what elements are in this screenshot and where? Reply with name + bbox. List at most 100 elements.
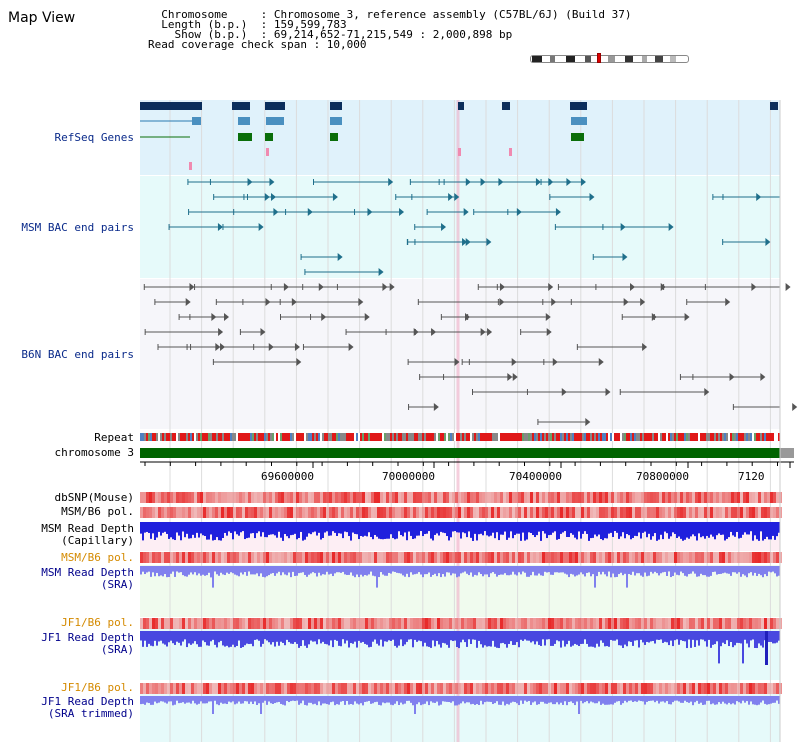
msm-depth-sra-bar — [274, 566, 276, 576]
msm-depth-sra-bar — [524, 566, 526, 573]
jf1-depth-sra-bar — [218, 631, 220, 643]
dbsnp-segment — [248, 492, 251, 503]
msm-depth-sra-bar — [674, 566, 676, 573]
jf1-b6-pol-segment — [728, 618, 731, 629]
dbsnp-segment — [686, 492, 689, 503]
msm-b6-pol-segment — [629, 507, 632, 518]
jf1-depth-sra-bar — [332, 631, 334, 648]
dbsnp-segment — [236, 492, 239, 503]
jf1-depth-sra-bar — [736, 631, 738, 643]
track-label-b6n-bac[interactable]: B6N BAC end pairs — [21, 348, 134, 361]
jf1-depth-sra-bar — [714, 631, 716, 645]
dbsnp-segment — [386, 492, 389, 503]
msm-b6-pol-segment — [596, 507, 599, 518]
dbsnp-segment — [416, 492, 419, 503]
jf1-depth-trim-bar — [392, 696, 394, 706]
msm-b6-pol-segment — [185, 552, 188, 563]
msm-b6-pol-segment — [302, 507, 305, 518]
jf1-depth-sra-bar — [284, 631, 286, 646]
track-label-msm-bac[interactable]: MSM BAC end pairs — [21, 221, 134, 234]
msm-b6-pol-segment — [446, 552, 449, 563]
msm-b6-pol-segment — [695, 552, 698, 563]
jf1-b6-pol-segment — [362, 683, 365, 694]
jf1-depth-trim-bar — [726, 696, 728, 705]
repeat-segment — [480, 433, 482, 441]
jf1-depth-trim-bar — [490, 696, 492, 702]
jf1-b6-pol-segment — [329, 618, 332, 629]
jf1-b6-pol-segment — [260, 618, 263, 629]
jf1-depth-trim-bar — [718, 696, 720, 703]
jf1-depth-trim-bar — [768, 696, 770, 705]
jf1-depth-sra-bar — [526, 631, 528, 641]
msm-bac-pair-arrow — [580, 178, 586, 186]
msm-b6-pol-segment — [206, 507, 209, 518]
msm-depth-capillary-bar — [612, 522, 614, 538]
jf1-b6-pol-segment — [278, 618, 281, 629]
repeat-segment — [258, 433, 260, 441]
msm-depth-capillary-bar — [424, 522, 426, 535]
msm-depth-sra-bar — [356, 566, 358, 575]
msm-b6-pol-segment — [230, 552, 233, 563]
jf1-b6-pol-segment — [296, 683, 299, 694]
jf1-b6-pol-segment — [374, 683, 377, 694]
msm-depth-sra-bar — [742, 566, 744, 575]
jf1-b6-pol-segment — [269, 683, 272, 694]
msm-b6-pol-segment — [317, 507, 320, 518]
msm-depth-sra-bar — [244, 566, 246, 573]
msm-depth-sra-bar — [158, 566, 160, 577]
msm-depth-sra-bar — [568, 566, 570, 578]
dbsnp-segment — [704, 492, 707, 503]
msm-b6-pol-segment — [632, 507, 635, 518]
chromosome-ideogram[interactable] — [530, 53, 689, 63]
axis-tick-label: 69600000 — [261, 470, 314, 483]
dbsnp-segment — [509, 492, 512, 503]
dbsnp-segment — [728, 492, 731, 503]
msm-depth-sra-bar — [640, 566, 642, 576]
jf1-depth-sra-bar — [542, 631, 544, 640]
jf1-b6-pol-segment — [272, 618, 275, 629]
repeat-segment — [430, 433, 432, 441]
dbsnp-segment — [746, 492, 749, 503]
track-label-refseq[interactable]: RefSeq Genes — [54, 131, 134, 144]
msm-b6-pol-segment — [617, 552, 620, 563]
msm-bac-pair-arrow — [367, 208, 373, 216]
msm-b6-pol-segment — [179, 507, 182, 518]
jf1-depth-trim-bar — [532, 696, 534, 703]
jf1-depth-trim-bar — [514, 696, 516, 703]
msm-depth-sra-bar — [390, 566, 392, 574]
repeat-segment — [626, 433, 628, 441]
msm-bac-pair-arrow — [486, 238, 492, 246]
jf1-b6-pol-segment — [566, 618, 569, 629]
repeat-segment — [146, 433, 148, 441]
msm-depth-capillary-bar — [428, 522, 430, 532]
jf1-b6-pol-segment — [743, 683, 746, 694]
dbsnp-segment — [653, 492, 656, 503]
jf1-b6-pol-segment — [509, 683, 512, 694]
jf1-depth-trim-bar — [258, 696, 260, 704]
msm-depth-sra-bar — [566, 566, 568, 575]
jf1-b6-pol-segment — [452, 683, 455, 694]
msm-b6-pol-segment — [461, 552, 464, 563]
refseq-gene-block — [232, 102, 250, 110]
repeat-segment — [446, 433, 448, 441]
dbsnp-segment — [752, 492, 755, 503]
msm-b6-pol-segment — [422, 507, 425, 518]
jf1-depth-sra-bar — [322, 631, 324, 642]
jf1-b6-pol-segment — [359, 683, 362, 694]
jf1-b6-pol-segment — [446, 618, 449, 629]
jf1-depth-trim-bar — [164, 696, 166, 703]
jf1-depth-sra-bar — [770, 631, 772, 642]
msm-depth-sra-bar — [628, 566, 630, 575]
repeat-segment — [656, 433, 658, 441]
repeat-segment — [376, 433, 378, 441]
jf1-b6-pol-segment — [458, 683, 461, 694]
msm-b6-pol-segment — [674, 507, 677, 518]
msm-b6-pol-segment — [635, 507, 638, 518]
jf1-depth-sra-bar — [538, 631, 540, 645]
jf1-b6-pol-segment — [326, 618, 329, 629]
jf1-depth-trim-bar — [336, 696, 338, 705]
msm-depth-capillary-bar — [708, 522, 710, 538]
repeat-segment — [336, 433, 338, 441]
repeat-segment — [680, 433, 682, 441]
jf1-depth-sra-bar — [536, 631, 538, 642]
